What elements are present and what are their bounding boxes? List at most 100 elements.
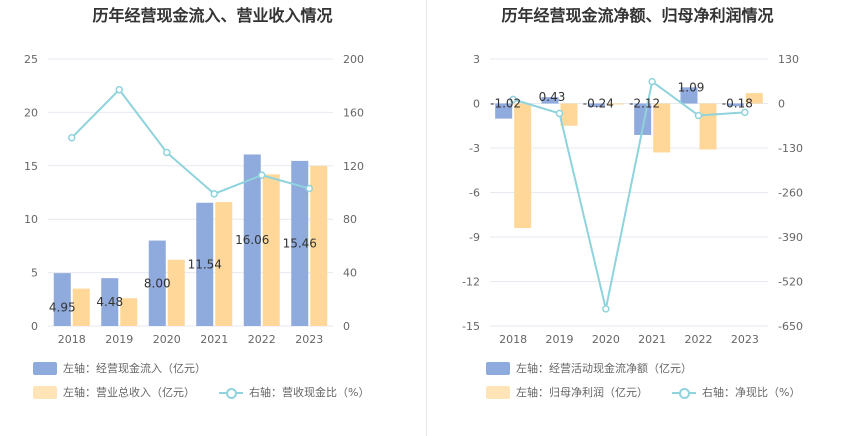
x-tick-label: 2018: [58, 333, 86, 346]
x-tick-label: 2018: [499, 333, 527, 346]
bar-series2: [514, 103, 532, 229]
data-label: 4.95: [49, 301, 76, 315]
bar-series1: [101, 278, 119, 326]
y-right-tick-label: 0: [778, 98, 785, 111]
y-left-tick-label: 3: [473, 53, 480, 66]
line-point: [163, 148, 171, 157]
data-label: 16.06: [235, 233, 269, 247]
x-tick-label: 2020: [153, 333, 181, 346]
line-point: [555, 109, 564, 118]
data-label: 15.46: [283, 236, 317, 250]
left-legend-line[interactable]: 右轴：营收现金比（%）: [219, 384, 369, 400]
y-right-tick-label: -130: [778, 142, 803, 155]
x-tick-label: 2021: [638, 333, 666, 346]
data-label: 8.00: [144, 276, 171, 290]
x-tick-label: 2022: [685, 333, 713, 346]
y-right-tick-label: -390: [778, 231, 803, 244]
line-point: [648, 77, 656, 86]
legend-swatch-blue: [33, 361, 57, 375]
left-legend-bar2-label: 左轴：营业总收入（亿元）: [63, 386, 195, 399]
bar-series2: [120, 298, 138, 326]
y-right-tick-label: 0: [343, 320, 350, 333]
left-legend-bar1-label: 左轴：经营现金流入（亿元）: [63, 362, 206, 375]
line-series: [512, 79, 745, 310]
data-label: 11.54: [188, 257, 222, 271]
y-right-tick-label: 130: [778, 53, 799, 66]
bar-series1: [53, 273, 71, 326]
x-tick-label: 2019: [105, 333, 133, 346]
right-legend-bar2[interactable]: 左轴：归母净利润（亿元）: [486, 384, 648, 400]
y-right-tick-label: -260: [778, 187, 803, 200]
x-tick-label: 2022: [248, 333, 276, 346]
y-right-tick-label: 80: [343, 213, 357, 226]
x-tick-label: 2023: [731, 333, 759, 346]
y-right-tick-label: -520: [778, 276, 803, 289]
bar-series1: [587, 103, 605, 108]
data-label: 0.43: [539, 90, 566, 104]
bar-series2: [310, 165, 328, 326]
legend-line-icon: [219, 386, 243, 399]
right-legend-bar2-label: 左轴：归母净利润（亿元）: [516, 386, 648, 399]
line-point: [258, 171, 266, 179]
y-right-tick-label: 160: [343, 106, 364, 119]
left-chart-title: 历年经营现金流入、营业收入情况: [92, 6, 333, 25]
bar-series2: [606, 103, 624, 105]
bar-series1: [291, 160, 309, 326]
bar-series2: [215, 202, 233, 326]
right-legend-bar1[interactable]: 左轴：经营活动现金流净额（亿元）: [486, 360, 692, 376]
bar-series1: [680, 87, 698, 104]
bar-series2: [262, 174, 280, 326]
x-tick-label: 2020: [592, 333, 620, 346]
y-right-tick-label: 120: [343, 160, 364, 173]
data-label: -0.24: [583, 97, 614, 111]
y-left-tick-label: 20: [24, 106, 38, 119]
right-chart-title: 历年经营现金流净额、归母净利润情况: [501, 6, 774, 25]
legend-line-icon: [672, 386, 696, 399]
y-left-tick-label: 5: [31, 267, 38, 280]
line-point: [68, 134, 76, 142]
line-point: [210, 190, 218, 198]
data-label: -1.02: [490, 97, 521, 111]
line-series: [71, 88, 310, 195]
legend-swatch-orange: [486, 385, 510, 399]
bar-series2: [653, 103, 671, 153]
bar-series1: [726, 103, 744, 107]
y-left-tick-label: -6: [469, 187, 480, 200]
bar-series1: [148, 240, 166, 326]
bar-series1: [634, 103, 652, 135]
data-label: 1.09: [678, 80, 705, 94]
line-point: [602, 305, 610, 313]
x-tick-label: 2023: [295, 333, 323, 346]
left-legend-line-label: 右轴：营收现金比（%）: [249, 386, 370, 399]
y-left-tick-label: -12: [462, 276, 480, 289]
left-chart: 0 5 10 15 20 25 0 40 80 120 160 200 2018 2019 2020 2021…: [24, 53, 364, 346]
bar-series2: [72, 288, 90, 326]
data-label: -0.18: [722, 97, 753, 111]
data-label: -2.12: [629, 97, 660, 111]
y-right-tick-label: -650: [778, 320, 803, 333]
y-left-tick-label: -3: [469, 142, 480, 155]
x-tick-label: 2021: [200, 333, 228, 346]
legend-swatch-blue: [486, 361, 510, 375]
left-legend-bar1[interactable]: 左轴：经营现金流入（亿元）: [33, 360, 206, 376]
right-legend-line[interactable]: 右轴：净现比（%）: [672, 384, 800, 400]
y-left-tick-label: 0: [473, 98, 480, 111]
bar-series1: [495, 103, 513, 119]
bar-series1: [541, 97, 559, 104]
bar-series1: [243, 154, 261, 326]
y-right-tick-label: 200: [343, 53, 364, 66]
left-legend-bar2[interactable]: 左轴：营业总收入（亿元）: [33, 384, 195, 400]
bar-series2: [167, 259, 185, 326]
panel-divider: [426, 0, 427, 436]
y-left-tick-label: 10: [24, 213, 38, 226]
bar-series2: [745, 93, 763, 104]
y-right-tick-label: 40: [343, 267, 357, 280]
legend-swatch-orange: [33, 385, 57, 399]
y-left-tick-label: 15: [24, 160, 38, 173]
right-legend-line-label: 右轴：净现比（%）: [702, 386, 801, 399]
line-point: [509, 95, 517, 104]
line-point: [305, 184, 313, 193]
bar-series1: [196, 202, 214, 326]
line-point: [741, 108, 749, 117]
y-left-tick-label: -15: [462, 320, 480, 333]
